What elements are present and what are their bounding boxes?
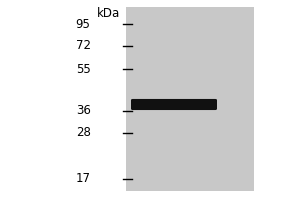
Text: 17: 17	[76, 172, 91, 185]
Text: 28: 28	[76, 126, 91, 139]
Text: 72: 72	[76, 39, 91, 52]
Bar	[126, 7, 254, 191]
Text: kDa: kDa	[97, 7, 120, 20]
Text: 36: 36	[76, 104, 91, 117]
Text: 95: 95	[76, 18, 91, 31]
Text: 55: 55	[76, 63, 91, 76]
